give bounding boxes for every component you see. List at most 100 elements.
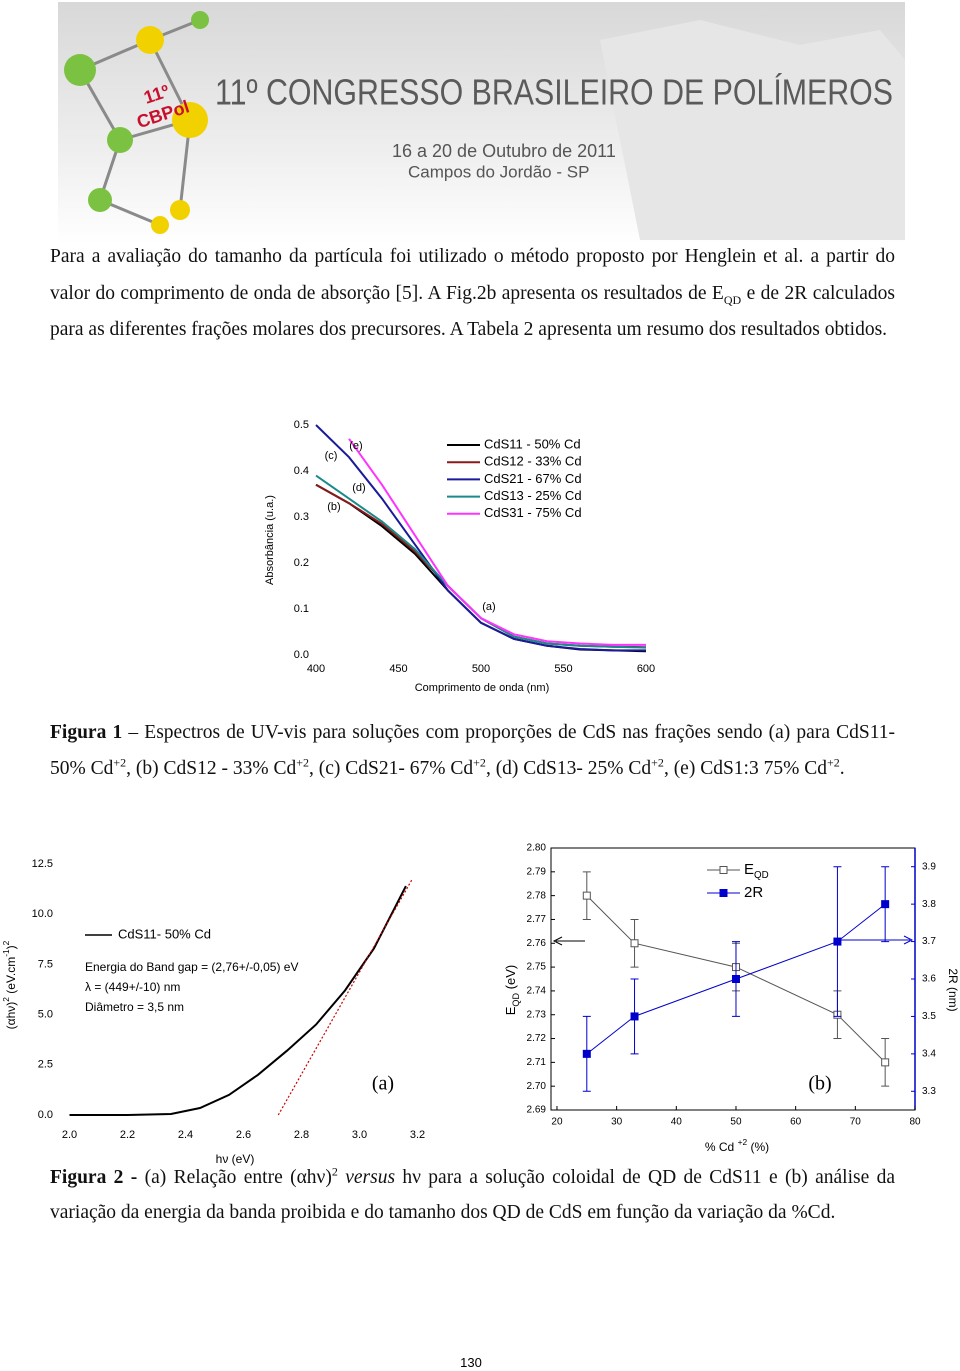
y-tick-label: 0.1 xyxy=(294,603,309,615)
y2-tick-label: 3.7 xyxy=(922,936,936,947)
y-tick-label: 2.75 xyxy=(527,962,547,973)
y-tick-label: 2.73 xyxy=(527,1009,547,1020)
y-axis-label-part: ) xyxy=(4,945,18,949)
y-tick-label: 0.2 xyxy=(294,557,309,569)
y-axis-label-part: 2 xyxy=(1,997,11,1002)
y-tick-label: 7.5 xyxy=(38,958,53,970)
y-tick-label: 0.0 xyxy=(294,649,309,661)
y-axis-label: (αhν)2 (eV.cm-1)2 xyxy=(1,940,18,1029)
data-point xyxy=(630,939,639,948)
y-tick-label: 2.70 xyxy=(527,1081,547,1092)
curve-annotation: (e) xyxy=(349,440,362,452)
text-run: – Espectros de UV-vis para soluções com … xyxy=(50,722,895,779)
x-tick-label: 80 xyxy=(909,1117,921,1128)
text-run: , (b) CdS12 - 33% Cd xyxy=(126,758,297,779)
y-tick-label: 2.71 xyxy=(527,1057,547,1068)
arrow xyxy=(835,935,914,945)
y-axis-label-part: (αhν) xyxy=(4,1002,18,1030)
curve-annotation: (b) xyxy=(327,501,340,513)
text-run: hν para a solução coloidal de QD de CdS1… xyxy=(50,1167,896,1223)
text-run: 2 xyxy=(331,1164,338,1179)
y-axis-label-part: -1 xyxy=(1,949,11,957)
x-tick-label: 500 xyxy=(472,663,490,675)
curve-annotation: (c) xyxy=(325,450,338,462)
x-tick-label: 40 xyxy=(671,1117,683,1128)
y-tick-label: 0.5 xyxy=(294,419,309,431)
y-axis-label-part: 2 xyxy=(1,940,11,945)
legend-label: CdS11 - 50% Cd xyxy=(484,436,581,451)
congress-dates: 16 a 20 de Outubro de 2011 xyxy=(392,141,616,161)
congress-title: 11º CONGRESSO BRASILEIRO DE POLÍMEROS xyxy=(215,72,893,113)
y-tick-label: 0.3 xyxy=(294,511,309,523)
fit-line xyxy=(277,879,413,1116)
panel-label: (a) xyxy=(372,1073,394,1095)
banner-map xyxy=(600,20,905,240)
legend-name: 2R xyxy=(744,884,763,901)
figure-1-caption: Figura 1 – Espectros de UV-vis para solu… xyxy=(50,715,895,787)
legend-label: EQD xyxy=(744,861,769,881)
x-tick-label: 2.0 xyxy=(62,1129,77,1141)
y-axis-label-part: (eV) xyxy=(503,965,518,993)
text-run: (a) Relação entre (αhν) xyxy=(137,1167,332,1188)
y-tick-label: 0.4 xyxy=(294,465,309,477)
text-run: versus xyxy=(345,1167,396,1188)
data-point xyxy=(582,1049,591,1058)
y-tick-label: 0.0 xyxy=(38,1109,53,1121)
legend-label: CdS21 - 67% Cd xyxy=(484,471,582,486)
text-run: . xyxy=(839,758,845,779)
text-run: e de 2R calculados para as diferentes fr… xyxy=(50,282,895,341)
curve-annotation: (d) xyxy=(352,482,365,494)
y-axis-label-part: E xyxy=(503,1006,518,1015)
x-tick-label: 2.8 xyxy=(294,1129,309,1141)
data-point xyxy=(881,1058,890,1067)
x-tick-label: 2.2 xyxy=(120,1129,135,1141)
x-tick-label: 50 xyxy=(730,1117,742,1128)
text-run: Figura 1 xyxy=(50,722,123,743)
legend-subscript: QD xyxy=(754,870,769,881)
y-axis-label: Absorbância (u.a.) xyxy=(264,495,276,585)
text-run: +2 xyxy=(826,755,840,770)
legend-name: E xyxy=(744,861,754,878)
panel-label: (b) xyxy=(808,1073,831,1095)
y-tick-label: 2.78 xyxy=(527,890,547,901)
y-axis-label-part: (eV.cm xyxy=(4,957,18,997)
x-tick-label: 3.0 xyxy=(352,1129,367,1141)
legend-marker xyxy=(719,889,728,897)
data-point xyxy=(582,891,591,900)
x-axis-label-part: % Cd xyxy=(705,1140,738,1154)
text-run: Figura 2 - xyxy=(50,1167,138,1188)
tauc-curve xyxy=(69,885,407,1116)
body-paragraph: Para a avaliação do tamanho da partícula… xyxy=(50,239,895,349)
text-run: Para a avaliação do tamanho da partícula… xyxy=(50,246,895,304)
text-run: +2 xyxy=(296,755,310,770)
text-run: QD xyxy=(723,292,742,307)
text-run: , (c) CdS21- 67% Cd xyxy=(309,758,474,779)
y-tick-label: 2.76 xyxy=(527,938,547,949)
legend-marker xyxy=(719,866,728,874)
arrow xyxy=(552,936,585,946)
legend-label: CdS11- 50% Cd xyxy=(118,926,211,941)
legend-label: CdS12 - 33% Cd xyxy=(484,454,582,469)
x-tick-label: 2.6 xyxy=(236,1129,251,1141)
page-number: 130 xyxy=(460,1355,482,1370)
x-tick-label: 20 xyxy=(551,1117,563,1128)
y2-tick-label: 3.3 xyxy=(922,1086,936,1097)
figure-2-caption: Figura 2 - (a) Relação entre (αhν)2 vers… xyxy=(50,1160,895,1230)
x-tick-label: 600 xyxy=(637,663,655,675)
y-axis-label-part: QD xyxy=(511,992,521,1006)
spectrum-line xyxy=(315,424,646,652)
y2-tick-label: 3.6 xyxy=(922,974,936,985)
data-point xyxy=(833,937,842,946)
legend-label: 2R xyxy=(744,884,763,901)
y-tick-label: 10.0 xyxy=(32,908,53,920)
y-tick-label: 2.72 xyxy=(527,1033,547,1044)
y2-tick-label: 3.5 xyxy=(922,1011,936,1022)
y2-tick-label: 3.4 xyxy=(922,1048,936,1059)
data-point xyxy=(630,1012,639,1021)
text-run: +2 xyxy=(651,755,664,770)
curve-annotation: (a) xyxy=(482,601,495,613)
y2-tick-label: 3.8 xyxy=(922,899,936,910)
x-tick-label: 60 xyxy=(790,1117,802,1128)
